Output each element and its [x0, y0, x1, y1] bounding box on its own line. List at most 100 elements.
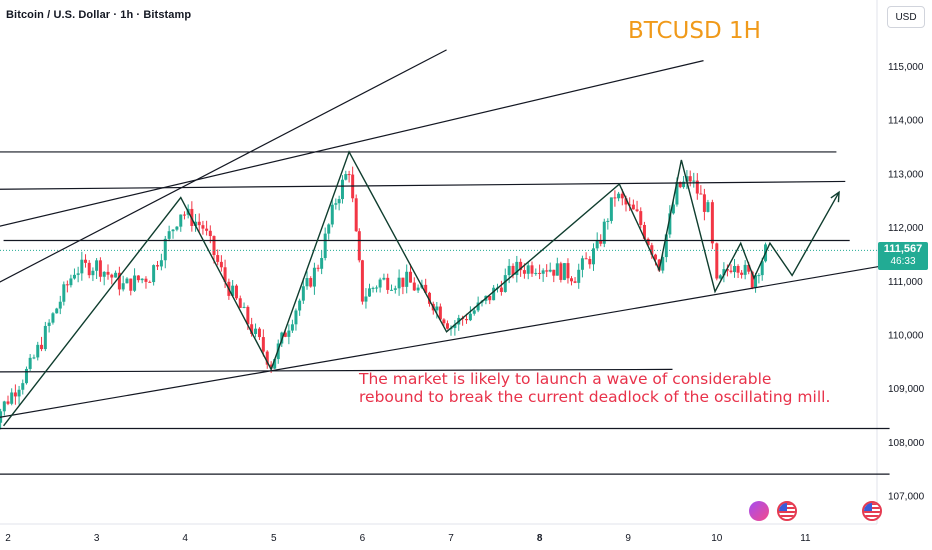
- candle-body: [602, 221, 606, 244]
- candle-body: [390, 289, 394, 291]
- candle-body: [445, 323, 449, 329]
- x-tick-label: 6: [360, 533, 366, 544]
- candle-body: [242, 306, 246, 308]
- candle-body: [507, 265, 511, 276]
- candle-body: [695, 180, 699, 194]
- candle-body: [129, 278, 133, 291]
- candle-body: [476, 302, 480, 311]
- candle-body: [347, 174, 351, 176]
- candle-body: [125, 278, 129, 284]
- us-flag-icon[interactable]: [777, 501, 797, 521]
- candle-body: [95, 260, 99, 271]
- candle-body: [499, 287, 503, 292]
- candle-body: [246, 306, 250, 325]
- candle-body: [62, 284, 66, 302]
- candle-body: [624, 198, 628, 205]
- candle-body: [534, 272, 538, 274]
- candle-body: [47, 322, 51, 326]
- y-tick-label: 111,000: [888, 277, 923, 288]
- candle-body: [588, 258, 592, 265]
- candle-body: [682, 181, 686, 188]
- candle-body: [294, 310, 298, 325]
- candle-body: [725, 269, 729, 271]
- candle-body: [442, 319, 446, 324]
- candle-body: [620, 193, 624, 199]
- candle-body: [435, 306, 439, 311]
- candle-body: [58, 301, 62, 309]
- candle-body: [606, 220, 610, 222]
- candle-body: [110, 274, 114, 278]
- us-flag-event-icon[interactable]: [862, 501, 882, 521]
- candle-body: [472, 310, 476, 314]
- candle-body: [706, 202, 710, 212]
- candle-body: [548, 269, 552, 272]
- candle-body: [91, 270, 95, 276]
- candle-body: [416, 287, 420, 291]
- candle-body: [327, 224, 331, 234]
- candle-body: [424, 284, 428, 293]
- candle-body: [654, 254, 658, 260]
- candle-body: [136, 275, 140, 281]
- trend-line: [0, 49, 447, 283]
- candle-body: [692, 180, 696, 182]
- candle-body: [265, 351, 269, 365]
- candle-body: [657, 259, 661, 271]
- bar-countdown: 46:33: [890, 256, 916, 267]
- trend-line: [0, 368, 673, 373]
- candle-body: [17, 389, 21, 397]
- candle-body: [80, 259, 84, 274]
- candle-body: [140, 278, 144, 281]
- candle-body: [438, 306, 442, 320]
- candle-body: [397, 277, 401, 289]
- candle-body: [330, 204, 334, 225]
- candle-body: [412, 282, 416, 291]
- candle-body: [6, 401, 10, 404]
- candle-body: [182, 214, 186, 216]
- candle-body: [238, 298, 242, 308]
- candle-body: [223, 267, 227, 282]
- candle-body: [309, 278, 313, 287]
- candle-body: [743, 264, 747, 275]
- flash-news-icon[interactable]: [749, 501, 769, 521]
- candle-body: [102, 271, 106, 277]
- chart-annotation: The market is likely to launch a wave of…: [359, 370, 830, 406]
- candle-body: [538, 272, 542, 274]
- trend-line: [0, 180, 846, 190]
- candle-body: [234, 285, 238, 299]
- x-tick-label: 4: [182, 533, 188, 544]
- y-tick-label: 115,000: [888, 62, 924, 73]
- candle-body: [729, 270, 733, 273]
- candle-body: [468, 313, 472, 321]
- candle-body: [133, 275, 137, 291]
- candle-body: [393, 288, 397, 290]
- trend-line: [0, 264, 890, 418]
- candle-body: [375, 287, 379, 289]
- candle-body: [231, 285, 235, 296]
- price-path: [3, 150, 840, 427]
- candle-body: [167, 231, 171, 239]
- currency-button[interactable]: USD: [887, 6, 925, 28]
- candle-body: [148, 281, 152, 283]
- candle-body: [290, 324, 294, 331]
- candle-body: [718, 275, 722, 279]
- candle-body: [84, 259, 88, 263]
- x-tick-label: 2: [5, 533, 11, 544]
- y-tick-label: 108,000: [888, 438, 925, 449]
- symbol-header: Bitcoin / U.S. Dollar · 1h · Bitstamp: [6, 9, 192, 21]
- candle-body: [757, 275, 761, 277]
- candle-body: [559, 263, 563, 280]
- candle-body: [340, 179, 344, 200]
- candle-body: [545, 270, 549, 272]
- candle-body: [334, 203, 338, 205]
- candle-body: [159, 260, 163, 267]
- candle-body: [562, 263, 566, 280]
- candle-body: [298, 300, 302, 311]
- candle-body: [573, 281, 577, 283]
- candle-body: [337, 199, 341, 204]
- candle-body: [699, 193, 703, 195]
- candle-body: [465, 319, 469, 321]
- candle-body: [219, 261, 223, 268]
- candle-body: [722, 269, 726, 276]
